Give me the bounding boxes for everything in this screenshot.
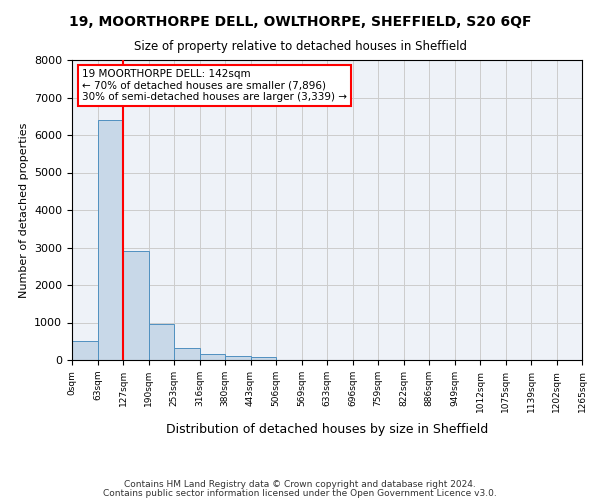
Text: Size of property relative to detached houses in Sheffield: Size of property relative to detached ho…: [133, 40, 467, 53]
Bar: [149, 324, 174, 360]
Bar: [174, 348, 199, 360]
Y-axis label: Number of detached properties: Number of detached properties: [19, 122, 29, 298]
X-axis label: Distribution of detached houses by size in Sheffield: Distribution of detached houses by size …: [166, 423, 488, 436]
Text: Contains public sector information licensed under the Open Government Licence v3: Contains public sector information licen…: [103, 489, 497, 498]
Bar: [123, 251, 149, 360]
Text: 19 MOORTHORPE DELL: 142sqm
← 70% of detached houses are smaller (7,896)
30% of s: 19 MOORTHORPE DELL: 142sqm ← 70% of deta…: [82, 69, 347, 102]
Bar: [72, 341, 97, 360]
Text: 19, MOORTHORPE DELL, OWLTHORPE, SHEFFIELD, S20 6QF: 19, MOORTHORPE DELL, OWLTHORPE, SHEFFIEL…: [69, 15, 531, 29]
Bar: [225, 356, 251, 360]
Bar: [97, 120, 123, 360]
Bar: [251, 357, 276, 360]
Text: Contains HM Land Registry data © Crown copyright and database right 2024.: Contains HM Land Registry data © Crown c…: [124, 480, 476, 489]
Bar: [199, 354, 225, 360]
